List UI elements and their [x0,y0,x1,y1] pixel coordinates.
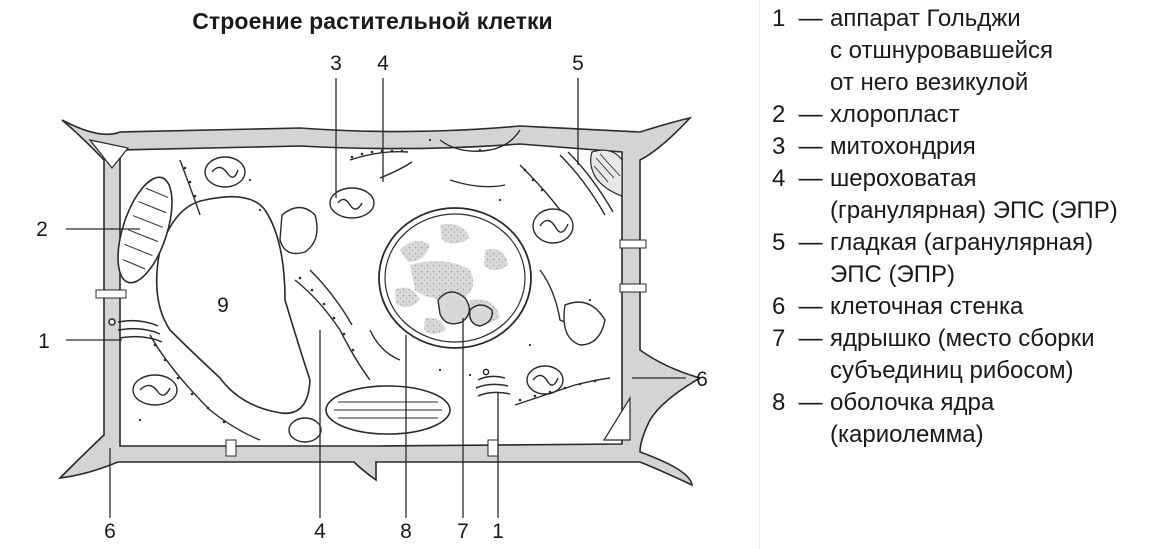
legend-number: 1 [772,5,786,32]
nucleus [378,207,532,349]
legend-dash: — [798,101,823,128]
legend-text: ядрышко (место сборки субъединиц рибосом… [830,325,1095,384]
callout-7: 7 [457,520,469,543]
legend-text: гладкая (агранулярная) ЭПС (ЭПР) [830,229,1094,288]
legend-dash: — [798,5,823,32]
small-vacuole [279,206,318,255]
legend-text: митохондрия [830,133,976,160]
legend-dash: — [798,165,823,192]
leader-lines [66,78,686,518]
golgi-apparatus-left [108,318,163,343]
legend-dash: — [798,389,823,416]
legend-text: шероховатая (гранулярная) ЭПС (ЭПР) [830,165,1118,224]
plasmodesmata [95,239,647,457]
golgi-apparatus-right [475,368,511,397]
legend-item: 5 — гладкая (агранулярная) ЭПС (ЭПР) [772,227,1147,291]
legend-text: клеточная стенка [830,293,1024,320]
chloroplast-lower [325,385,451,435]
legend-item: 4 — шероховатая (гранулярная) ЭПС (ЭПР) [772,163,1147,227]
plant-cell-figure: Строение растительной клетки [36,8,708,543]
legend-text: хлоропласт [830,101,960,128]
callout-4-top: 4 [377,52,389,75]
callout-3: 3 [330,52,342,75]
legend-item: 8 — оболочка ядра (кариолемма) [772,387,1147,451]
callout-labels: 3 4 5 2 1 9 6 6 4 8 7 1 [36,52,708,543]
legend-dash: — [798,229,823,256]
legend-number: 8 [772,389,786,416]
small-vacuole-2 [563,301,606,346]
legend-dash: — [798,325,823,352]
callout-1-left: 1 [38,330,50,353]
organelle-hatching [593,153,621,183]
callout-4-bottom: 4 [314,520,326,543]
chloroplast [117,176,173,284]
divider [759,0,760,549]
legend-number: 7 [772,325,786,352]
callout-5: 5 [572,52,584,75]
legend-number: 6 [772,293,786,320]
legend-number: 3 [772,133,786,160]
rough-er [149,150,611,441]
legend-text: аппарат Гольджи с отшнуровавшейся от нег… [830,5,1053,96]
legend-item: 6 — клеточная стенка [772,291,1147,323]
nucleolus [437,291,493,327]
legend-number: 5 [772,229,786,256]
plant-cell-diagram: 3 4 5 2 1 9 6 6 4 8 7 1 [36,52,708,543]
callout-8: 8 [400,520,412,543]
legend-item: 1 — аппарат Гольджи с отшнуровавшейся от… [772,3,1147,99]
wall-corner-top-left [88,139,130,169]
mitochondria [132,156,574,443]
legend-text: оболочка ядра (кариолемма) [830,389,995,448]
callout-6-bottom: 6 [104,520,116,543]
callout-1-bottom: 1 [492,520,504,543]
callout-6-right: 6 [696,368,708,391]
figure-title: Строение растительной клетки [192,8,553,34]
legend-number: 2 [772,101,786,128]
legend-dash: — [798,293,823,320]
legend-item: 3 — митохондрия [772,131,1147,163]
legend-item: 2 — хлоропласт [772,99,1147,131]
legend-dash: — [798,133,823,160]
legend-number: 4 [772,165,786,192]
legend-item: 7 — ядрышко (место сборки субъединиц риб… [772,323,1147,387]
callout-9: 9 [217,294,229,317]
legend: 1 — аппарат Гольджи с отшнуровавшейся от… [772,3,1147,451]
central-vacuole [155,195,311,414]
callout-2: 2 [36,218,48,241]
wall-corner-bottom-right [602,395,631,441]
organelle-top-right [590,149,623,197]
